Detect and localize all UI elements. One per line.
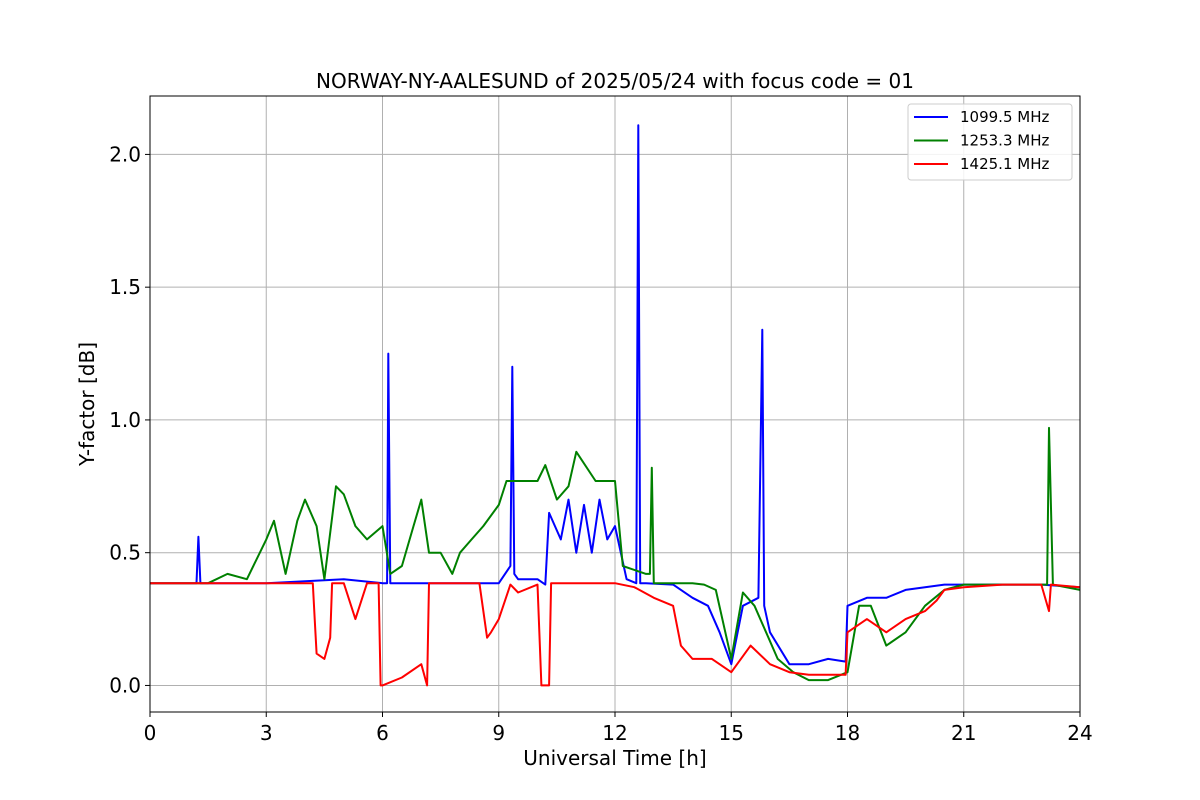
series-line-3: [150, 582, 1081, 687]
x-tick-label: 9: [492, 721, 505, 745]
y-tick-label: 1.5: [109, 275, 141, 299]
series-line-2: [150, 426, 1081, 682]
legend-label: 1253.3 MHz: [960, 132, 1049, 150]
x-tick-label: 24: [1067, 721, 1092, 745]
legend: 1099.5 MHz 1253.3 MHz 1425.1 MHz: [907, 103, 1073, 181]
x-ticks: 0 3 6 9 12 15 18 21 24: [144, 712, 1093, 745]
y-axis-label: Y-factor [dB]: [75, 342, 99, 467]
legend-items: 1099.5 MHz 1253.3 MHz 1425.1 MHz: [914, 108, 1049, 173]
y-tick-label: 2.0: [109, 142, 141, 166]
plot-lines: [150, 124, 1081, 687]
x-axis-label: Universal Time [h]: [523, 746, 706, 770]
series-line-1: [150, 124, 1081, 666]
x-tick-label: 21: [951, 721, 976, 745]
legend-box: [907, 103, 1073, 181]
y-tick-label: 1.0: [109, 408, 141, 432]
x-tick-label: 15: [719, 721, 744, 745]
x-tick-label: 0: [144, 721, 157, 745]
x-tick-label: 6: [376, 721, 389, 745]
legend-label: 1425.1 MHz: [960, 155, 1049, 173]
x-tick-label: 3: [260, 721, 273, 745]
legend-label: 1099.5 MHz: [960, 108, 1049, 126]
y-tick-label: 0.5: [109, 541, 141, 565]
y-ticks: 0.0 0.5 1.0 1.5 2.0: [109, 142, 150, 697]
y-tick-label: 0.0: [109, 673, 141, 697]
chart-title: NORWAY-NY-AALESUND of 2025/05/24 with fo…: [316, 69, 914, 93]
x-tick-label: 18: [835, 721, 860, 745]
x-tick-label: 12: [602, 721, 627, 745]
